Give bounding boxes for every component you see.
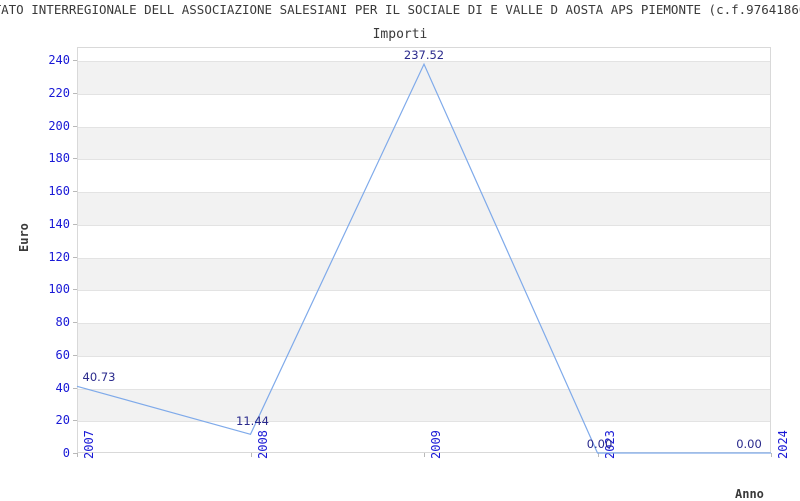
y-tick-mark (73, 158, 77, 160)
y-tick-mark (73, 354, 77, 356)
y-gridline (78, 224, 770, 226)
plot-area (77, 47, 771, 453)
y-tick-mark (73, 420, 77, 422)
plot-band (78, 126, 770, 160)
x-tick-mark (250, 453, 252, 457)
x-tick-mark (424, 453, 425, 457)
x-tick-mark (77, 453, 78, 457)
y-gridline (78, 126, 770, 128)
y-tick-mark (73, 453, 77, 454)
y-gridline (78, 192, 770, 194)
chart-subtitle: Importi (372, 27, 428, 42)
x-tick-mark (597, 453, 599, 457)
y-tick-mark (73, 92, 77, 94)
y-tick-mark (73, 289, 77, 291)
y-tick-mark (73, 387, 77, 389)
chart-title: COMITATO INTERREGIONALE DELL ASSOCIAZION… (0, 2, 800, 17)
y-tick-mark (73, 125, 77, 127)
plot-band (78, 61, 770, 94)
y-axis-title: Euro (17, 223, 31, 252)
data-point-label: 0.00 (736, 437, 762, 451)
x-axis-title: Anno (735, 487, 764, 501)
y-tick-mark (73, 60, 77, 62)
y-tick-label: 180 (48, 151, 70, 166)
y-gridline (78, 421, 770, 423)
y-tick-mark (73, 223, 77, 225)
y-tick-mark (73, 191, 77, 193)
y-gridline (78, 388, 770, 390)
y-tick-mark (73, 256, 77, 258)
plot-band (78, 257, 770, 291)
y-tick-label: 160 (48, 184, 70, 199)
x-tick-mark (771, 453, 772, 457)
data-point-label: 40.73 (82, 370, 116, 385)
y-gridline (78, 61, 770, 63)
y-tick-label: 140 (48, 216, 70, 231)
y-tick-label: 40 (55, 380, 70, 395)
x-tick-label: 2008 (255, 430, 270, 459)
data-point-label: 0.00 (586, 437, 613, 451)
y-tick-label: 80 (55, 315, 70, 330)
y-tick-label: 120 (48, 249, 70, 264)
y-gridline (78, 159, 770, 161)
y-tick-label: 60 (55, 347, 70, 362)
plot-band (78, 323, 770, 356)
plot-band (78, 192, 770, 225)
y-tick-label: 200 (48, 118, 70, 133)
y-gridline (78, 93, 770, 95)
y-gridline (78, 355, 770, 357)
y-tick-label: 0 (62, 446, 70, 460)
y-tick-label: 240 (48, 53, 70, 68)
data-point-label: 11.44 (236, 414, 269, 429)
y-tick-label: 20 (55, 413, 70, 428)
x-tick-label: 2007 (82, 430, 96, 459)
x-tick-label: 2024 (776, 430, 790, 459)
y-gridline (78, 257, 770, 259)
plot-band (78, 388, 770, 422)
data-point-label: 237.52 (403, 48, 445, 63)
x-tick-label: 2009 (429, 430, 443, 459)
y-tick-label: 220 (48, 85, 70, 100)
y-gridline (78, 323, 770, 325)
y-gridline (78, 290, 770, 292)
y-tick-label: 100 (48, 282, 70, 297)
y-tick-mark (73, 322, 77, 324)
